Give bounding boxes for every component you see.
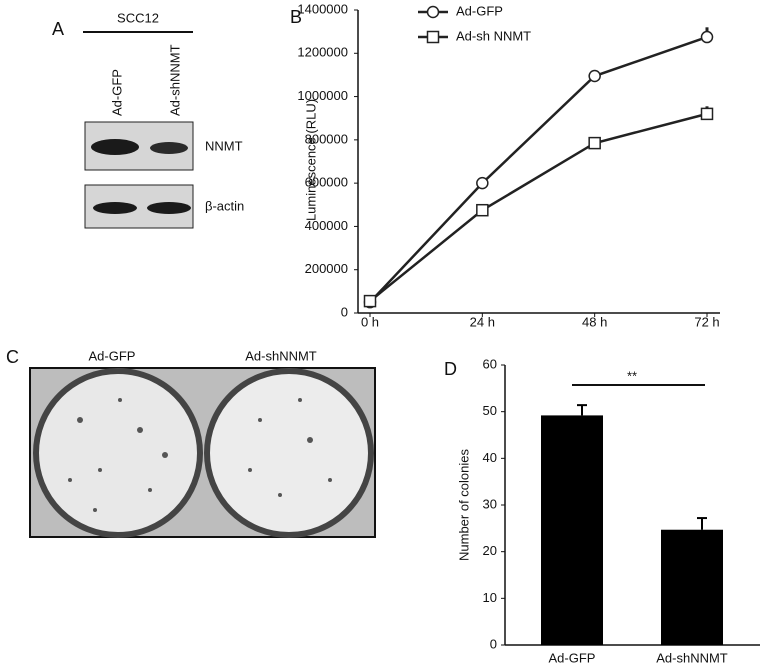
x-tick-label: 0 h [361,314,379,329]
marker [700,107,714,121]
marker [700,30,714,44]
band [91,139,139,155]
cell-line-label: SCC12 [117,10,159,25]
legend-label: Ad-GFP [456,3,503,18]
y-tick-label: 800000 [305,131,348,146]
band [150,142,188,154]
y-tick-label: 600000 [305,175,348,190]
legend-marker [426,5,440,19]
y-tick-label: 10 [483,590,497,605]
series-line [369,112,708,303]
y-tick-label: 30 [483,496,497,511]
y-tick-label: 0 [490,636,497,651]
image-label: Ad-GFP [89,348,136,363]
dish [33,368,203,538]
colonies [68,398,332,512]
y-tick-label: 1200000 [297,45,348,60]
panel-letter: D [444,359,457,379]
marker [363,294,377,308]
panel-letter: C [6,347,19,367]
x-tick-label: 72 h [694,314,719,329]
y-tick-label: 1400000 [297,1,348,16]
y-axis-label: Luminescence (RLU) [303,99,318,221]
band [93,202,137,214]
x-tick-label: 24 h [470,314,495,329]
y-tick-label: 50 [483,403,497,418]
band [147,202,191,214]
x-tick-label: Ad-shNNMT [656,650,728,665]
band-label: NNMT [205,138,243,153]
y-tick-label: 1000000 [297,88,348,103]
x-tick-label: Ad-GFP [549,650,596,665]
marker [476,203,489,217]
bar [661,529,723,645]
image-label: Ad-shNNMT [245,348,317,363]
x-tick-label: 48 h [582,314,607,329]
legend-marker [426,30,440,44]
panel-letter: A [52,19,64,39]
band-label: β-actin [205,198,244,213]
y-tick-label: 20 [483,543,497,558]
lane-label: Ad-shNNMT [167,44,182,116]
panel-letter: B [290,7,302,27]
legend-label: Ad-sh NNMT [456,28,531,43]
marker [588,69,601,83]
y-tick-label: 60 [483,356,497,371]
y-tick-label: 40 [483,450,497,465]
marker [476,176,489,190]
series-line [369,35,708,304]
lane-label: Ad-GFP [109,69,124,116]
y-axis-label: Number of colonies [456,449,471,561]
marker [588,136,601,150]
dish [204,368,374,538]
y-tick-label: 0 [341,304,348,319]
significance-label: ** [627,368,637,383]
y-tick-label: 400000 [305,218,348,233]
bar [541,415,603,645]
y-tick-label: 200000 [305,261,348,276]
